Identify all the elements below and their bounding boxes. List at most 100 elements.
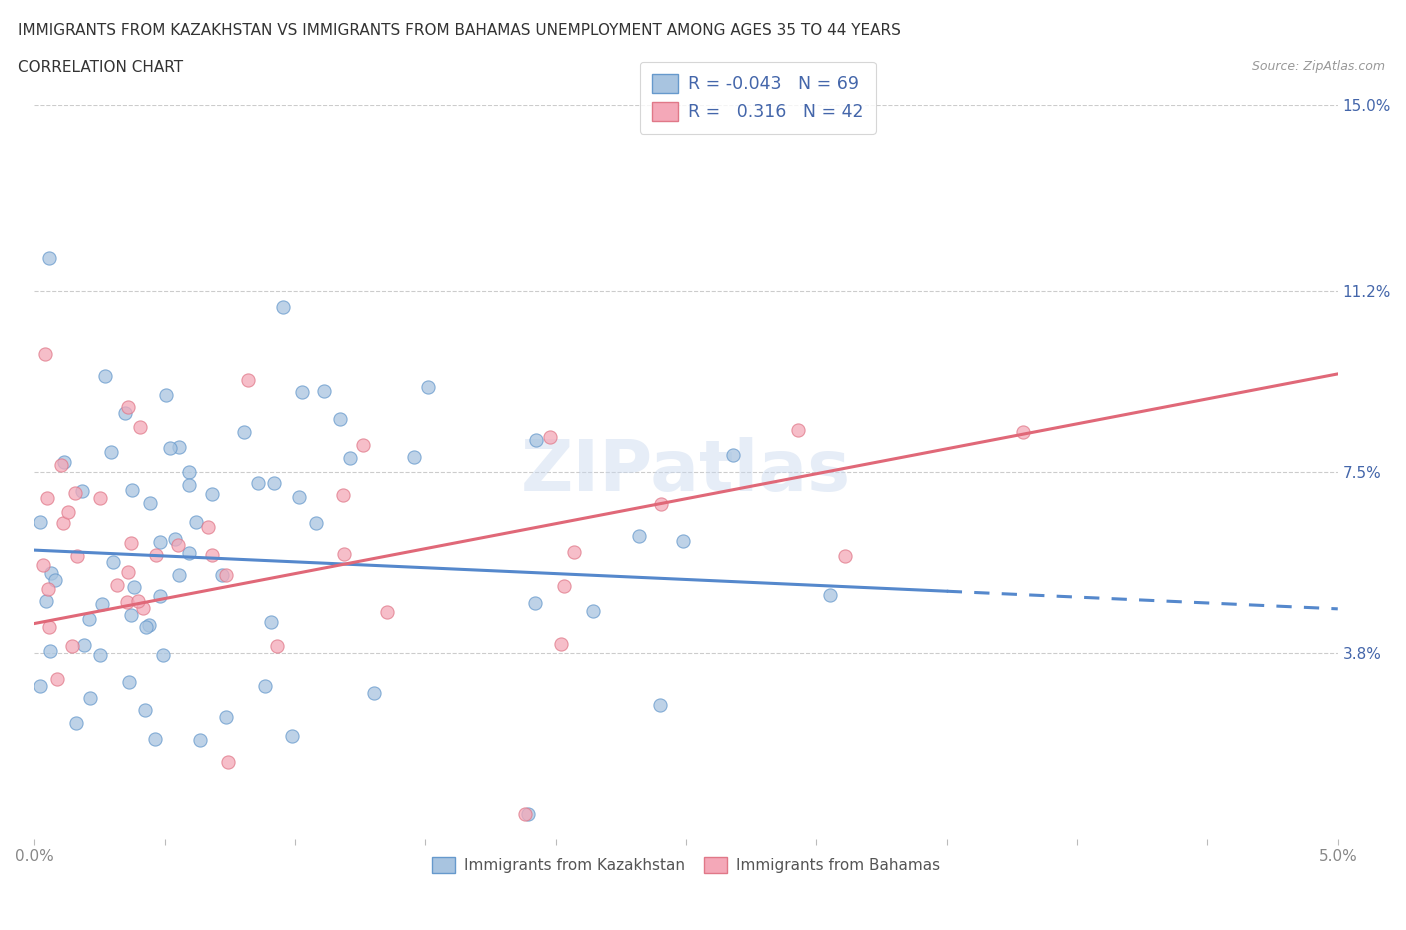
Point [523, 596, 546, 611]
Point [39, 565, 62, 580]
Point [121, 483, 143, 498]
Point [179, 478, 201, 493]
Point [263, 476, 285, 491]
Point [329, 411, 352, 426]
Point [52, 515, 75, 530]
Point [238, 372, 260, 387]
Point [1012, 424, 1035, 439]
Point [217, 755, 239, 770]
Point [58, 505, 80, 520]
Point [233, 425, 256, 440]
Point [66, 549, 89, 564]
Point [149, 588, 172, 603]
Point [581, 604, 603, 618]
Point [139, 495, 162, 510]
Text: CORRELATION CHART: CORRELATION CHART [18, 60, 183, 75]
Point [94, 368, 117, 383]
Point [134, 703, 156, 718]
Point [281, 728, 304, 743]
Point [553, 578, 575, 593]
Point [77, 612, 100, 627]
Point [28, 679, 51, 694]
Point [723, 447, 745, 462]
Point [65, 716, 87, 731]
Point [46, 671, 69, 686]
Point [149, 535, 172, 550]
Point [167, 538, 190, 552]
Point [288, 489, 311, 504]
Point [672, 533, 695, 548]
Point [352, 437, 374, 452]
Point [60, 639, 83, 654]
Point [818, 588, 841, 603]
Point [101, 554, 124, 569]
Point [145, 547, 167, 562]
Point [35, 593, 58, 608]
Point [312, 383, 335, 398]
Point [135, 619, 157, 634]
Point [211, 567, 233, 582]
Text: ZIPatlas: ZIPatlas [522, 437, 851, 506]
Point [562, 544, 585, 559]
Point [513, 807, 536, 822]
Point [143, 732, 166, 747]
Point [89, 647, 111, 662]
Point [120, 608, 142, 623]
Point [105, 578, 128, 592]
Point [124, 579, 146, 594]
Point [117, 399, 139, 414]
Point [165, 532, 187, 547]
Point [155, 388, 177, 403]
Point [177, 546, 200, 561]
Point [117, 594, 139, 609]
Point [38, 250, 60, 265]
Point [159, 441, 181, 456]
Point [28, 515, 51, 530]
Point [167, 567, 190, 582]
Point [332, 488, 354, 503]
Point [114, 405, 136, 420]
Point [128, 420, 150, 435]
Point [138, 618, 160, 632]
Point [201, 486, 224, 501]
Point [65, 485, 87, 500]
Point [363, 686, 385, 701]
Point [416, 379, 439, 394]
Point [89, 490, 111, 505]
Point [648, 698, 671, 712]
Point [260, 615, 283, 630]
Point [266, 638, 288, 653]
Point [197, 520, 219, 535]
Point [53, 455, 76, 470]
Point [628, 528, 651, 543]
Point [100, 445, 122, 459]
Point [70, 484, 93, 498]
Point [73, 638, 96, 653]
Point [169, 439, 191, 454]
Point [524, 433, 547, 448]
Point [152, 648, 174, 663]
Text: Source: ZipAtlas.com: Source: ZipAtlas.com [1251, 60, 1385, 73]
Point [650, 497, 672, 512]
Text: IMMIGRANTS FROM KAZAKHSTAN VS IMMIGRANTS FROM BAHAMAS UNEMPLOYMENT AMONG AGES 35: IMMIGRANTS FROM KAZAKHSTAN VS IMMIGRANTS… [18, 23, 901, 38]
Point [517, 807, 540, 822]
Point [402, 450, 425, 465]
Point [127, 593, 149, 608]
Point [37, 581, 59, 596]
Point [184, 514, 207, 529]
Point [246, 475, 269, 490]
Point [31, 557, 53, 572]
Point [35, 490, 58, 505]
Point [333, 547, 356, 562]
Point [177, 464, 200, 479]
Point [214, 567, 236, 582]
Point [834, 549, 856, 564]
Point [117, 565, 139, 579]
Point [291, 384, 314, 399]
Point [188, 733, 211, 748]
Point [132, 600, 155, 615]
Point [49, 458, 72, 472]
Point [90, 597, 112, 612]
Legend: Immigrants from Kazakhstan, Immigrants from Bahamas: Immigrants from Kazakhstan, Immigrants f… [426, 851, 946, 879]
Point [44, 573, 66, 588]
